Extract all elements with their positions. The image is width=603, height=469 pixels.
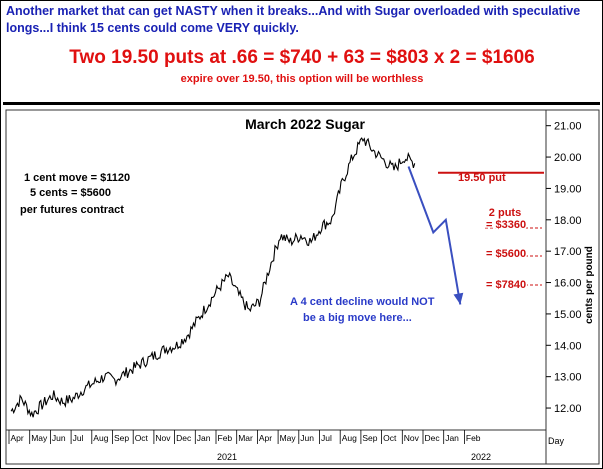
y-axis-label: cents per pound [584, 246, 595, 324]
headline-trade: Two 19.50 puts at .66 = $740 + 63 = $803… [69, 47, 535, 68]
x-tick-label: Apr [11, 433, 24, 443]
price-line [10, 137, 416, 418]
headline-expiry-note: expire over 19.50, this option will be w… [180, 73, 424, 85]
y-tick-label: 21.00 [554, 121, 582, 133]
x-tick-label: Sep [362, 433, 377, 443]
x-tick-label: Mar [238, 433, 253, 443]
y-tick-label: 14.00 [554, 340, 582, 352]
put-value-1: = $3360 [486, 219, 526, 231]
x-tick-label: Dec [425, 433, 441, 443]
put-value-2: = $5600 [486, 248, 526, 260]
decline-note-1: A 4 cent decline would NOT [290, 296, 435, 308]
y-tick-label: 13.00 [554, 372, 582, 384]
x-tick-label: Feb [466, 433, 481, 443]
contract-note-2: 5 cents = $5600 [30, 187, 111, 199]
y-tick-label: 20.00 [554, 152, 582, 164]
x-tick-label: Oct [135, 433, 149, 443]
plot-area [5, 109, 547, 431]
x-tick-label: Aug [342, 433, 357, 443]
x-tick-label: Oct [383, 433, 397, 443]
year-label-2021: 2021 [217, 452, 237, 462]
contract-note-1: 1 cent move = $1120 [24, 172, 130, 184]
decline-note-2: be a big move here... [303, 312, 412, 324]
x-tick-label: Jul [321, 433, 332, 443]
y-tick-label: 19.00 [554, 183, 582, 195]
put-strike-label: 19.50 put [458, 172, 506, 184]
y-tick-label: 12.00 [554, 403, 582, 415]
year-label-2022: 2022 [471, 452, 491, 462]
x-axis-label: Day [548, 436, 565, 446]
x-tick-label: Nov [155, 433, 171, 443]
projection-arrow [407, 166, 462, 305]
x-tick-label: May [31, 433, 48, 443]
x-tick-label: May [280, 433, 297, 443]
x-tick-label: Jul [73, 433, 84, 443]
x-tick-label: Jan [445, 433, 459, 443]
headline-block: Another market that can get NASTY when i… [6, 3, 598, 86]
x-tick-label: Jun [300, 433, 314, 443]
x-tick-label: Aug [93, 433, 108, 443]
y-tick-label: 18.00 [554, 215, 582, 227]
x-tick-label: Sep [114, 433, 129, 443]
y-tick-label: 16.00 [554, 278, 582, 290]
y-tick-label: 15.00 [554, 309, 582, 321]
headline-commentary: Another market that can get NASTY when i… [6, 4, 581, 35]
x-axis-ticks: Apr May Jun Jul Aug Sep Oct Nov Dec Jan Feb Mar Apr M… [8, 430, 481, 444]
header-divider [3, 102, 600, 105]
contract-note-3: per futures contract [20, 204, 124, 216]
put-value-3: = $7840 [486, 279, 526, 291]
x-tick-label: Jun [52, 433, 66, 443]
y-axis-ticks: 12.00 13.00 14.00 15.00 16.00 17.00 18.00 19.00… [546, 121, 582, 415]
x-tick-label: Jan [197, 433, 211, 443]
y-tick-label: 17.00 [554, 246, 582, 258]
x-tick-label: Apr [259, 433, 272, 443]
puts-heading: 2 puts [489, 207, 521, 219]
x-tick-label: Feb [218, 433, 233, 443]
x-axis-panel [5, 429, 547, 465]
y-axis-panel [545, 109, 600, 465]
chart-title: March 2022 Sugar [245, 116, 365, 132]
x-tick-label: Nov [404, 433, 420, 443]
x-tick-label: Dec [176, 433, 192, 443]
projection-arrowhead [453, 292, 464, 305]
